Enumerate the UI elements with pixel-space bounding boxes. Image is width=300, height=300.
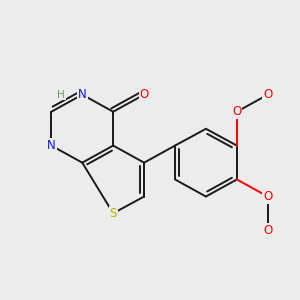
Text: O: O — [232, 105, 242, 118]
Text: O: O — [263, 190, 272, 203]
Text: O: O — [263, 88, 272, 101]
Text: O: O — [140, 88, 149, 101]
Text: N: N — [78, 88, 87, 101]
Text: S: S — [110, 207, 117, 220]
Text: N: N — [47, 139, 56, 152]
Text: O: O — [263, 224, 272, 237]
Text: H: H — [57, 90, 65, 100]
